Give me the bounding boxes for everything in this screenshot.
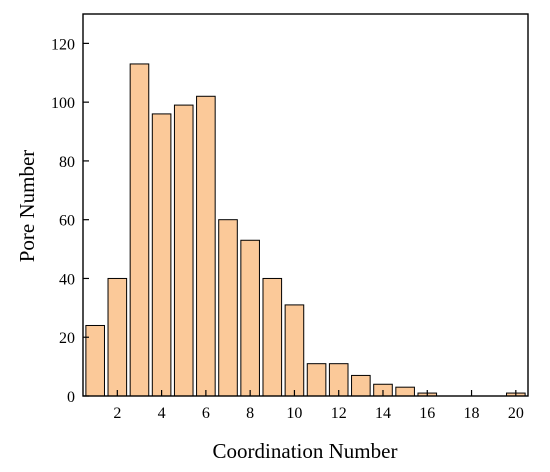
- x-tick-label: 4: [158, 405, 166, 422]
- x-tick-label: 20: [508, 405, 524, 422]
- bars-layer: [85, 63, 526, 397]
- bar-2: [107, 277, 128, 397]
- bar-5: [173, 104, 194, 397]
- bar-9: [262, 277, 283, 397]
- bar-10: [284, 304, 305, 397]
- bar-15: [395, 386, 415, 397]
- x-tick-label: 14: [375, 405, 391, 422]
- x-tick-label: 6: [202, 405, 210, 422]
- bar-1: [85, 324, 105, 397]
- x-tick-label: 8: [246, 405, 254, 422]
- bar-8: [240, 239, 260, 397]
- x-axis-title: Coordination Number: [213, 439, 398, 463]
- y-tick-label: 40: [59, 271, 75, 288]
- x-tick-label: 10: [286, 405, 302, 422]
- bar-4: [151, 113, 172, 397]
- bar-7: [218, 219, 238, 397]
- x-tick-label: 2: [113, 405, 121, 422]
- bar-3: [129, 63, 150, 397]
- y-tick-label: 80: [59, 154, 75, 171]
- y-tick-label: 20: [59, 330, 75, 347]
- plot-frame: [82, 13, 529, 397]
- y-tick-label: 100: [51, 95, 75, 112]
- bar-13: [351, 374, 371, 397]
- y-axis-title: Pore Number: [15, 150, 39, 263]
- y-tick-label: 120: [51, 36, 75, 53]
- y-tick-label: 60: [59, 213, 75, 230]
- ticks-layer: 2 4 6 8 10 12 14 16 18 20 0 20 40 60 80 100 120: [51, 36, 524, 422]
- bar-11: [306, 363, 327, 397]
- x-tick-label: 18: [464, 405, 480, 422]
- x-tick-label: 12: [331, 405, 347, 422]
- bar-6: [196, 95, 216, 397]
- y-tick-label: 0: [67, 389, 75, 406]
- x-tick-label: 16: [419, 405, 435, 422]
